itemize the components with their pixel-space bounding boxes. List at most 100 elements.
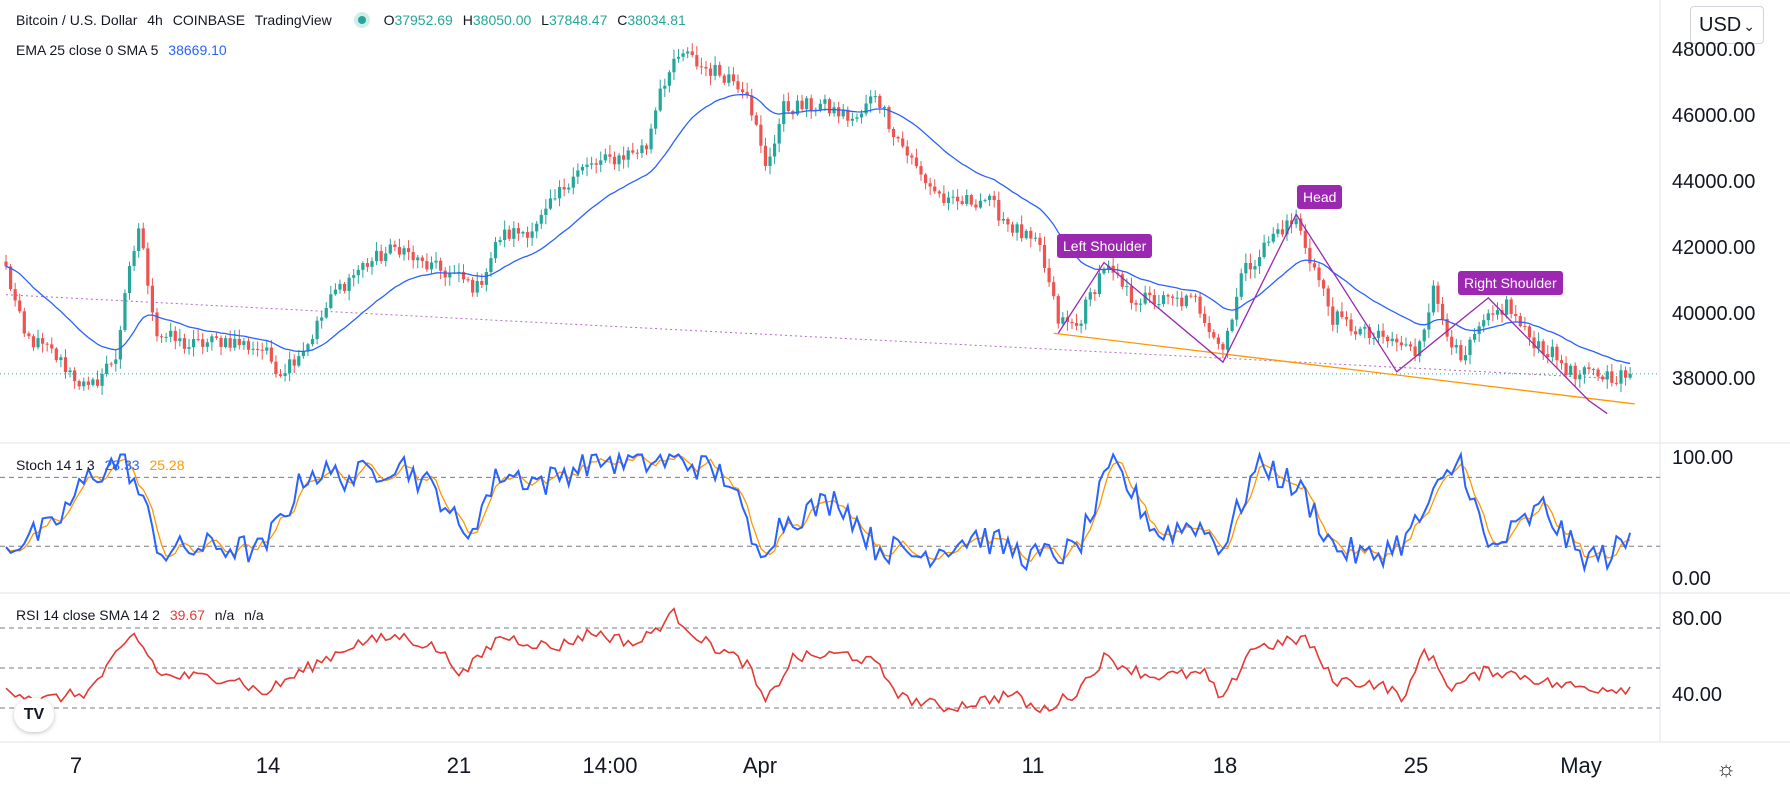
- candle-body: [1450, 336, 1454, 348]
- tradingview-logo[interactable]: TV: [14, 698, 54, 732]
- candle-body: [1463, 355, 1468, 361]
- candle-body: [1518, 315, 1522, 327]
- candle-body: [1134, 302, 1138, 305]
- candle-body: [461, 271, 466, 280]
- candle-body: [329, 294, 333, 308]
- low-value: 37848.47: [548, 12, 608, 28]
- head-label[interactable]: Head: [1297, 185, 1343, 209]
- candle-body: [567, 187, 571, 190]
- candle-body: [1582, 367, 1586, 375]
- candle-body: [933, 186, 937, 192]
- candle-body: [622, 155, 626, 160]
- candle-body: [420, 257, 424, 262]
- candle-body: [315, 320, 319, 340]
- candle-body: [837, 107, 841, 117]
- candle-body: [1340, 311, 1344, 318]
- candle-body: [1084, 299, 1088, 324]
- candle-body: [91, 379, 95, 385]
- gear-icon[interactable]: ☼: [1716, 756, 1737, 781]
- candle-body: [855, 117, 859, 119]
- candle-body: [228, 338, 232, 348]
- candle-body: [1413, 346, 1417, 357]
- time-axis-label: 7: [69, 753, 83, 778]
- candle-body: [1024, 230, 1028, 239]
- candle-body: [910, 155, 914, 158]
- candle-body: [260, 349, 264, 351]
- rsi-pane[interactable]: [0, 607, 1660, 714]
- candle-body: [1285, 220, 1289, 235]
- candle-body: [242, 341, 246, 345]
- open-value: 37952.69: [394, 12, 453, 28]
- candle-body: [274, 361, 278, 375]
- candle-body: [429, 262, 434, 270]
- candle-body: [516, 228, 520, 234]
- exchange-label: COINBASE: [172, 12, 246, 28]
- candle-body: [1033, 237, 1037, 239]
- candle-body: [356, 269, 360, 276]
- candle-body: [1559, 360, 1564, 364]
- candle-body: [832, 107, 836, 114]
- candle-body: [640, 145, 644, 154]
- stoch-d-value: 25.28: [149, 457, 185, 473]
- stoch-pane[interactable]: [0, 450, 1660, 574]
- candle-body: [1472, 333, 1477, 340]
- left-shoulder-label[interactable]: Left Shoulder: [1057, 234, 1153, 258]
- candle-body: [974, 204, 978, 208]
- candle-body: [219, 337, 223, 347]
- candle-body: [333, 289, 337, 295]
- rsi-na-1: n/a: [214, 607, 235, 623]
- rsi-legend-label: RSI 14 close SMA 14 2: [16, 607, 160, 623]
- open-label: O: [383, 12, 395, 28]
- price-axis-label: 38000.00: [1672, 368, 1756, 390]
- right-shoulder-label[interactable]: Right Shoulder: [1458, 271, 1563, 295]
- candle-body: [338, 283, 342, 290]
- candle-body: [443, 270, 447, 278]
- candle-body: [1509, 299, 1513, 314]
- candle-body: [118, 330, 122, 360]
- candle-body: [201, 339, 205, 347]
- candle-body: [1157, 304, 1161, 306]
- stoch-legend[interactable]: Stoch 14 1 3 28.33 25.28: [16, 457, 191, 473]
- rsi-legend[interactable]: RSI 14 close SMA 14 2 39.67 n/a n/a: [16, 607, 270, 623]
- candle-body: [379, 250, 383, 262]
- ema-legend-value: 38669.10: [168, 42, 227, 58]
- candle-body: [1610, 371, 1614, 383]
- candle-body: [265, 347, 269, 351]
- rsi-axis-label: 40.00: [1672, 684, 1723, 706]
- candle-body: [1468, 339, 1472, 356]
- candle-body: [603, 154, 607, 161]
- candle-body: [1440, 303, 1445, 320]
- candle-body: [1280, 229, 1285, 235]
- candle-body: [745, 92, 749, 96]
- candle-body: [1184, 295, 1188, 307]
- candle-body: [1317, 267, 1321, 281]
- candle-body: [654, 110, 658, 129]
- currency-button[interactable]: USD ⌄: [1690, 6, 1764, 44]
- candle-body: [41, 338, 45, 344]
- candle-body: [1230, 319, 1234, 331]
- candle-body: [1193, 295, 1198, 297]
- candle-body: [1532, 337, 1536, 349]
- candle-body: [635, 152, 639, 154]
- price-pane[interactable]: [0, 43, 1660, 415]
- symbol-name: Bitcoin / U.S. Dollar: [16, 12, 138, 28]
- candle-body: [1322, 280, 1326, 289]
- ema-legend[interactable]: EMA 25 close 0 SMA 5 38669.10: [16, 42, 233, 58]
- candle-body: [800, 100, 804, 110]
- candle-body: [988, 195, 992, 200]
- candle-body: [708, 68, 713, 76]
- candle-body: [727, 74, 731, 83]
- rsi-line: [5, 607, 1631, 714]
- candle-body: [182, 338, 187, 349]
- candle-body: [13, 289, 17, 301]
- candle-body: [1129, 286, 1134, 303]
- symbol-legend[interactable]: Bitcoin / U.S. Dollar 4h COINBASE Tradin…: [16, 12, 692, 28]
- candle-body: [1207, 322, 1211, 333]
- candle-body: [1303, 230, 1307, 248]
- candle-body: [1550, 346, 1554, 358]
- candle-body: [1427, 312, 1431, 330]
- candle-body: [1363, 326, 1367, 329]
- candle-body: [1120, 274, 1124, 287]
